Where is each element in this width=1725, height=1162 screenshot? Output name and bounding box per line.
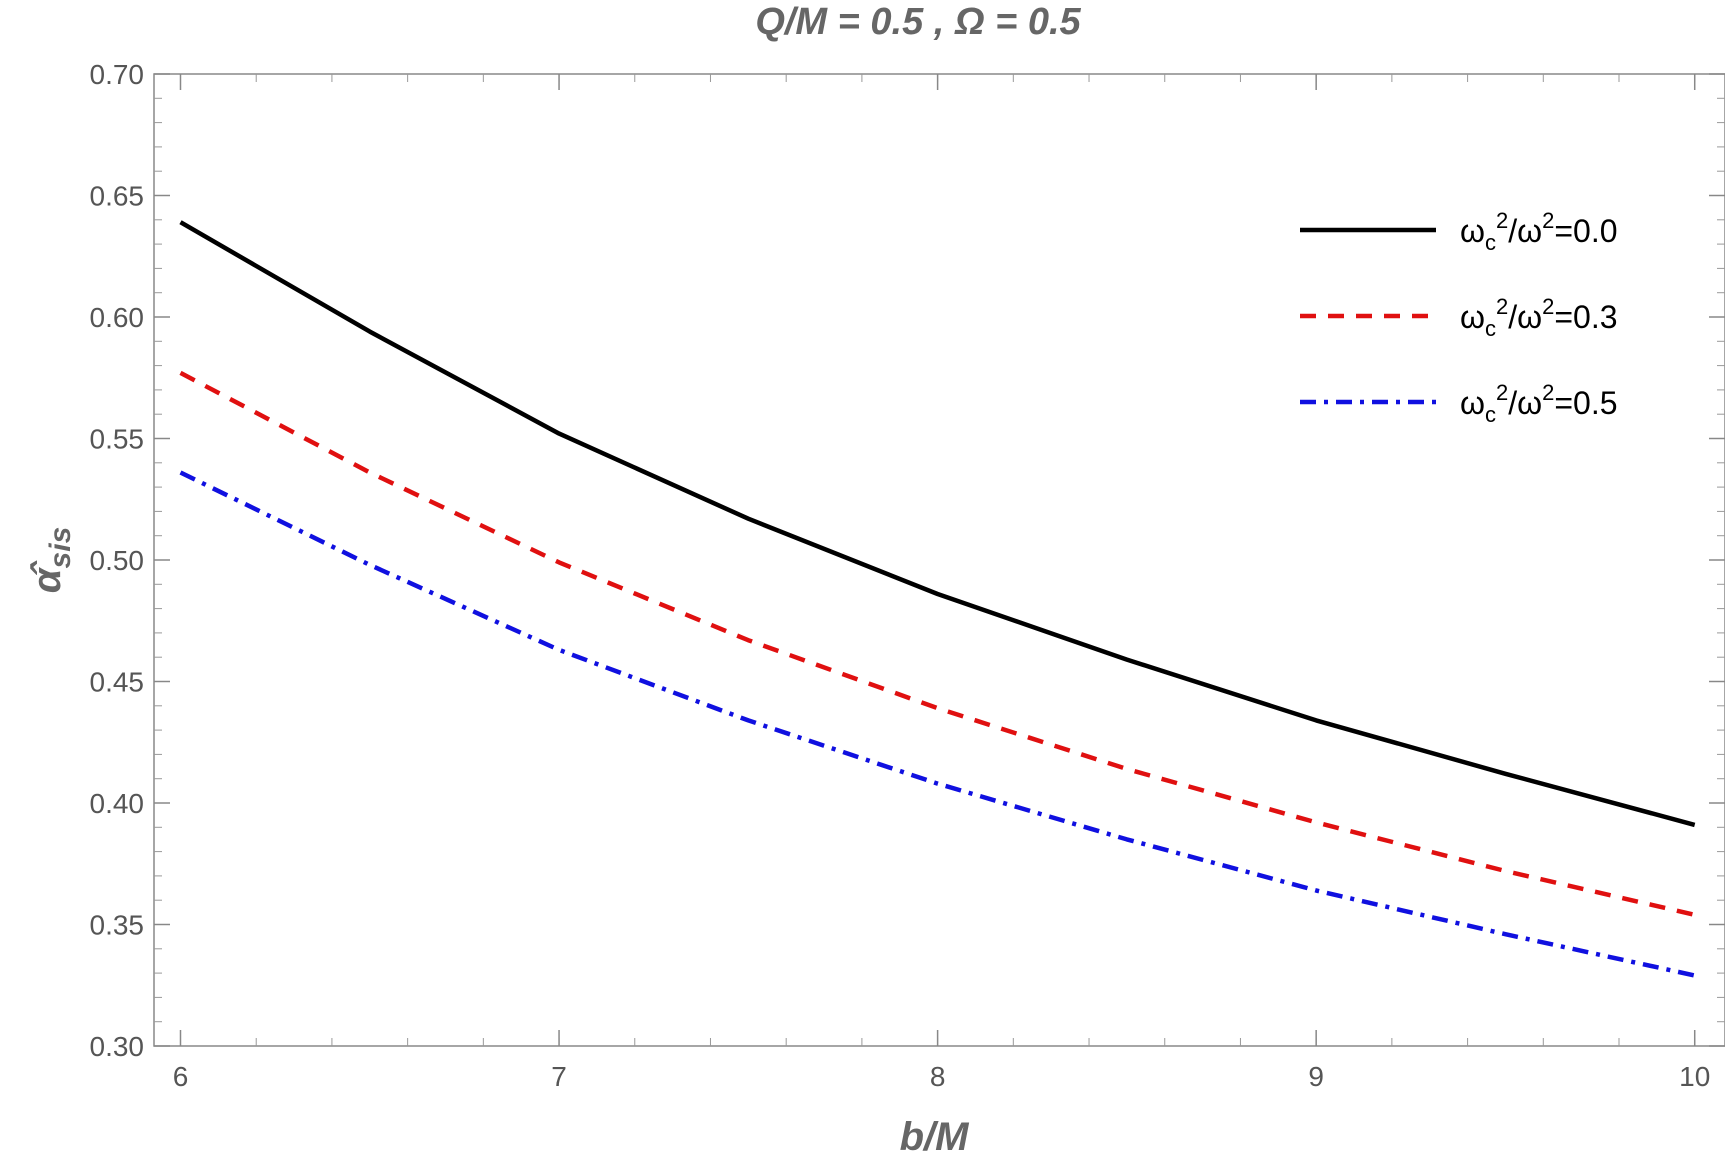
chart-title: Q/M = 0.5 , Ω = 0.5	[755, 1, 1081, 43]
plot-frame	[153, 73, 1725, 1047]
minor-ticks	[154, 73, 1725, 1047]
series-line-2	[179, 470, 1696, 978]
y-tick-label: 0.70	[90, 59, 145, 90]
legend-label-2: ωc2/ω2=0.5	[1460, 380, 1618, 427]
y-tick-label: 0.35	[90, 910, 145, 941]
x-axis-ticks: 6 7 8 9 10	[173, 74, 1710, 1092]
x-tick-label: 8	[930, 1061, 946, 1092]
y-tick-label: 0.40	[90, 788, 145, 819]
x-tick-label: 7	[551, 1061, 567, 1092]
series-line-1	[179, 370, 1696, 917]
legend-label-1: ωc2/ω2=0.3	[1460, 294, 1618, 341]
y-tick-label: 0.60	[90, 302, 145, 333]
y-axis-ticks: 0.30 0.35 0.40 0.45 0.50 0.55 0.60 0.65 0.70	[90, 59, 1725, 1062]
x-tick-label: 9	[1308, 1061, 1324, 1092]
svg-text:α̂sis: α̂sis	[25, 527, 77, 594]
x-tick-label: 6	[173, 1061, 189, 1092]
y-tick-label: 0.30	[90, 1031, 145, 1062]
x-tick-label: 10	[1679, 1061, 1710, 1092]
y-axis-label-sub: sis	[44, 527, 77, 569]
legend: ωc2/ω2=0.0 ωc2/ω2=0.3 ωc2/ω2=0.5	[1300, 208, 1618, 427]
series-lines	[179, 220, 1696, 978]
x-axis-label: b/M	[900, 1115, 971, 1159]
y-tick-label: 0.65	[90, 181, 145, 212]
legend-label-0: ωc2/ω2=0.0	[1460, 208, 1618, 255]
y-axis-label: α̂sis	[25, 527, 77, 594]
y-tick-label: 0.55	[90, 424, 145, 455]
y-tick-label: 0.50	[90, 545, 145, 576]
series-line-0	[179, 220, 1696, 828]
y-tick-label: 0.45	[90, 667, 145, 698]
